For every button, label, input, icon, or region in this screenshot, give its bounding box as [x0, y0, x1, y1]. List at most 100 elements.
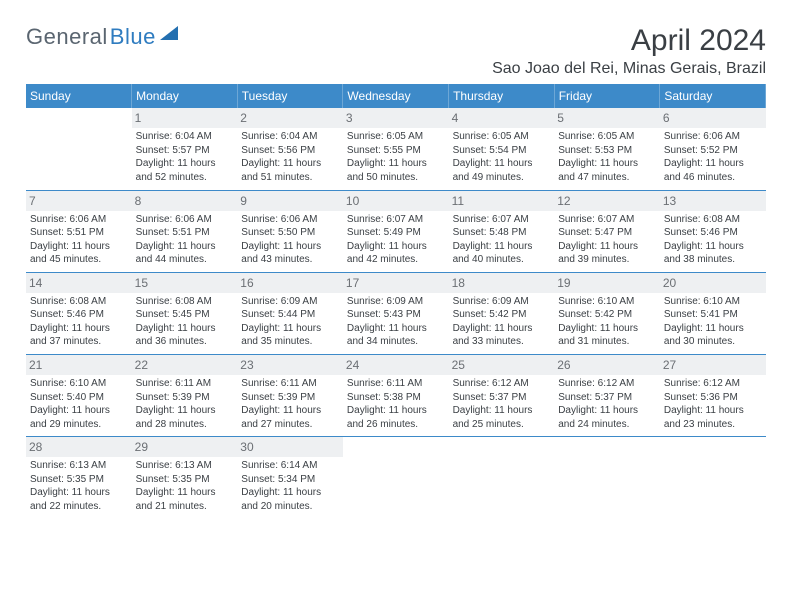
weekday-header: Saturday — [660, 84, 766, 108]
calendar-day-cell — [660, 437, 766, 519]
sunset-text: Sunset: 5:42 PM — [453, 308, 551, 322]
daylight-text: and 30 minutes. — [664, 335, 762, 349]
calendar-day-cell: 10Sunrise: 6:07 AMSunset: 5:49 PMDayligh… — [343, 190, 449, 272]
daylight-text: and 27 minutes. — [241, 418, 339, 432]
calendar-day-cell — [449, 437, 555, 519]
day-number: 21 — [26, 355, 132, 375]
calendar-body: 1 Sunrise: 6:04 AMSunset: 5:57 PM Daylight… — [26, 108, 766, 519]
daylight-text: Daylight: 11 hours — [664, 157, 762, 171]
calendar-day-cell: 18Sunrise: 6:09 AMSunset: 5:42 PMDayligh… — [449, 272, 555, 354]
day-number — [449, 437, 555, 441]
daylight-text: and 49 minutes. — [453, 171, 551, 185]
sunrise-text: Sunrise: 6:06 AM — [136, 213, 234, 227]
day-number — [554, 437, 660, 441]
daylight-text: and 45 minutes. — [30, 253, 128, 267]
calendar-day-cell: 16Sunrise: 6:09 AMSunset: 5:44 PMDayligh… — [237, 272, 343, 354]
calendar-week-row: 7Sunrise: 6:06 AMSunset: 5:51 PMDaylight… — [26, 190, 766, 272]
sunset-text: Sunset: 5:57 PM — [136, 144, 234, 158]
sunset-text: Sunset: 5:42 PM — [558, 308, 656, 322]
daylight-text: Daylight: 11 hours — [558, 322, 656, 336]
calendar-day-cell: 1Sunrise: 6:04 AMSunset: 5:57 PMDaylight… — [132, 108, 238, 190]
daylight-text: Daylight: 11 hours — [136, 404, 234, 418]
sunrise-text: Sunrise: 6:12 AM — [558, 377, 656, 391]
sunrise-text: Sunrise: 6:05 AM — [347, 130, 445, 144]
daylight-text: Daylight: 11 hours — [241, 322, 339, 336]
sunset-text: Sunset: 5:34 PM — [241, 473, 339, 487]
sunrise-text: Sunrise: 6:13 AM — [136, 459, 234, 473]
day-number: 4 — [449, 108, 555, 128]
sunrise-text: Sunrise: 6:07 AM — [347, 213, 445, 227]
sunset-text: Sunset: 5:45 PM — [136, 308, 234, 322]
daylight-text: and 35 minutes. — [241, 335, 339, 349]
logo-text-part1: General — [26, 24, 108, 50]
calendar-day-cell: 3Sunrise: 6:05 AMSunset: 5:55 PMDaylight… — [343, 108, 449, 190]
sunset-text: Sunset: 5:52 PM — [664, 144, 762, 158]
daylight-text: and 46 minutes. — [664, 171, 762, 185]
day-number: 6 — [660, 108, 766, 128]
calendar-day-cell: 13Sunrise: 6:08 AMSunset: 5:46 PMDayligh… — [660, 190, 766, 272]
calendar-day-cell: 9Sunrise: 6:06 AMSunset: 5:50 PMDaylight… — [237, 190, 343, 272]
day-number: 24 — [343, 355, 449, 375]
daylight-text: and 23 minutes. — [664, 418, 762, 432]
calendar-day-cell: 15Sunrise: 6:08 AMSunset: 5:45 PMDayligh… — [132, 272, 238, 354]
daylight-text: and 36 minutes. — [136, 335, 234, 349]
sunset-text: Sunset: 5:38 PM — [347, 391, 445, 405]
sunset-text: Sunset: 5:51 PM — [136, 226, 234, 240]
location-subtitle: Sao Joao del Rei, Minas Gerais, Brazil — [492, 60, 766, 78]
daylight-text: and 31 minutes. — [558, 335, 656, 349]
daylight-text: Daylight: 11 hours — [30, 240, 128, 254]
calendar-day-cell: 24Sunrise: 6:11 AMSunset: 5:38 PMDayligh… — [343, 354, 449, 436]
calendar-day-cell: 25Sunrise: 6:12 AMSunset: 5:37 PMDayligh… — [449, 354, 555, 436]
day-number: 11 — [449, 191, 555, 211]
day-number: 16 — [237, 273, 343, 293]
weekday-header: Monday — [132, 84, 238, 108]
day-number: 1 — [132, 108, 238, 128]
sunset-text: Sunset: 5:46 PM — [30, 308, 128, 322]
day-number: 29 — [132, 437, 238, 457]
daylight-text: and 43 minutes. — [241, 253, 339, 267]
calendar-day-cell: 30Sunrise: 6:14 AMSunset: 5:34 PMDayligh… — [237, 437, 343, 519]
calendar-day-cell: 20Sunrise: 6:10 AMSunset: 5:41 PMDayligh… — [660, 272, 766, 354]
day-number: 10 — [343, 191, 449, 211]
sunrise-text: Sunrise: 6:05 AM — [558, 130, 656, 144]
calendar-day-cell — [26, 108, 132, 190]
day-number: 2 — [237, 108, 343, 128]
daylight-text: and 42 minutes. — [347, 253, 445, 267]
calendar-day-cell: 7Sunrise: 6:06 AMSunset: 5:51 PMDaylight… — [26, 190, 132, 272]
calendar-day-cell: 21Sunrise: 6:10 AMSunset: 5:40 PMDayligh… — [26, 354, 132, 436]
day-number: 7 — [26, 191, 132, 211]
weekday-header-row: Sunday Monday Tuesday Wednesday Thursday… — [26, 84, 766, 108]
day-number: 17 — [343, 273, 449, 293]
sunrise-text: Sunrise: 6:06 AM — [241, 213, 339, 227]
month-title: April 2024 — [492, 24, 766, 58]
sunset-text: Sunset: 5:46 PM — [664, 226, 762, 240]
daylight-text: and 29 minutes. — [30, 418, 128, 432]
day-number: 25 — [449, 355, 555, 375]
daylight-text: Daylight: 11 hours — [558, 404, 656, 418]
daylight-text: Daylight: 11 hours — [347, 322, 445, 336]
sunset-text: Sunset: 5:51 PM — [30, 226, 128, 240]
day-number — [343, 437, 449, 441]
sunset-text: Sunset: 5:47 PM — [558, 226, 656, 240]
daylight-text: Daylight: 11 hours — [347, 404, 445, 418]
logo-text-part2: Blue — [110, 24, 156, 50]
daylight-text: and 28 minutes. — [136, 418, 234, 432]
daylight-text: and 44 minutes. — [136, 253, 234, 267]
sunrise-text: Sunrise: 6:04 AM — [136, 130, 234, 144]
day-number: 27 — [660, 355, 766, 375]
daylight-text: and 26 minutes. — [347, 418, 445, 432]
page-header: GeneralBlue April 2024 Sao Joao del Rei,… — [26, 24, 766, 78]
sunrise-text: Sunrise: 6:10 AM — [30, 377, 128, 391]
weekday-header: Friday — [554, 84, 660, 108]
daylight-text: Daylight: 11 hours — [136, 486, 234, 500]
daylight-text: Daylight: 11 hours — [558, 157, 656, 171]
daylight-text: Daylight: 11 hours — [453, 157, 551, 171]
day-number: 8 — [132, 191, 238, 211]
sunrise-text: Sunrise: 6:11 AM — [241, 377, 339, 391]
day-number: 20 — [660, 273, 766, 293]
day-number: 23 — [237, 355, 343, 375]
sunset-text: Sunset: 5:54 PM — [453, 144, 551, 158]
day-number: 5 — [554, 108, 660, 128]
calendar-week-row: 21Sunrise: 6:10 AMSunset: 5:40 PMDayligh… — [26, 354, 766, 436]
daylight-text: Daylight: 11 hours — [136, 322, 234, 336]
